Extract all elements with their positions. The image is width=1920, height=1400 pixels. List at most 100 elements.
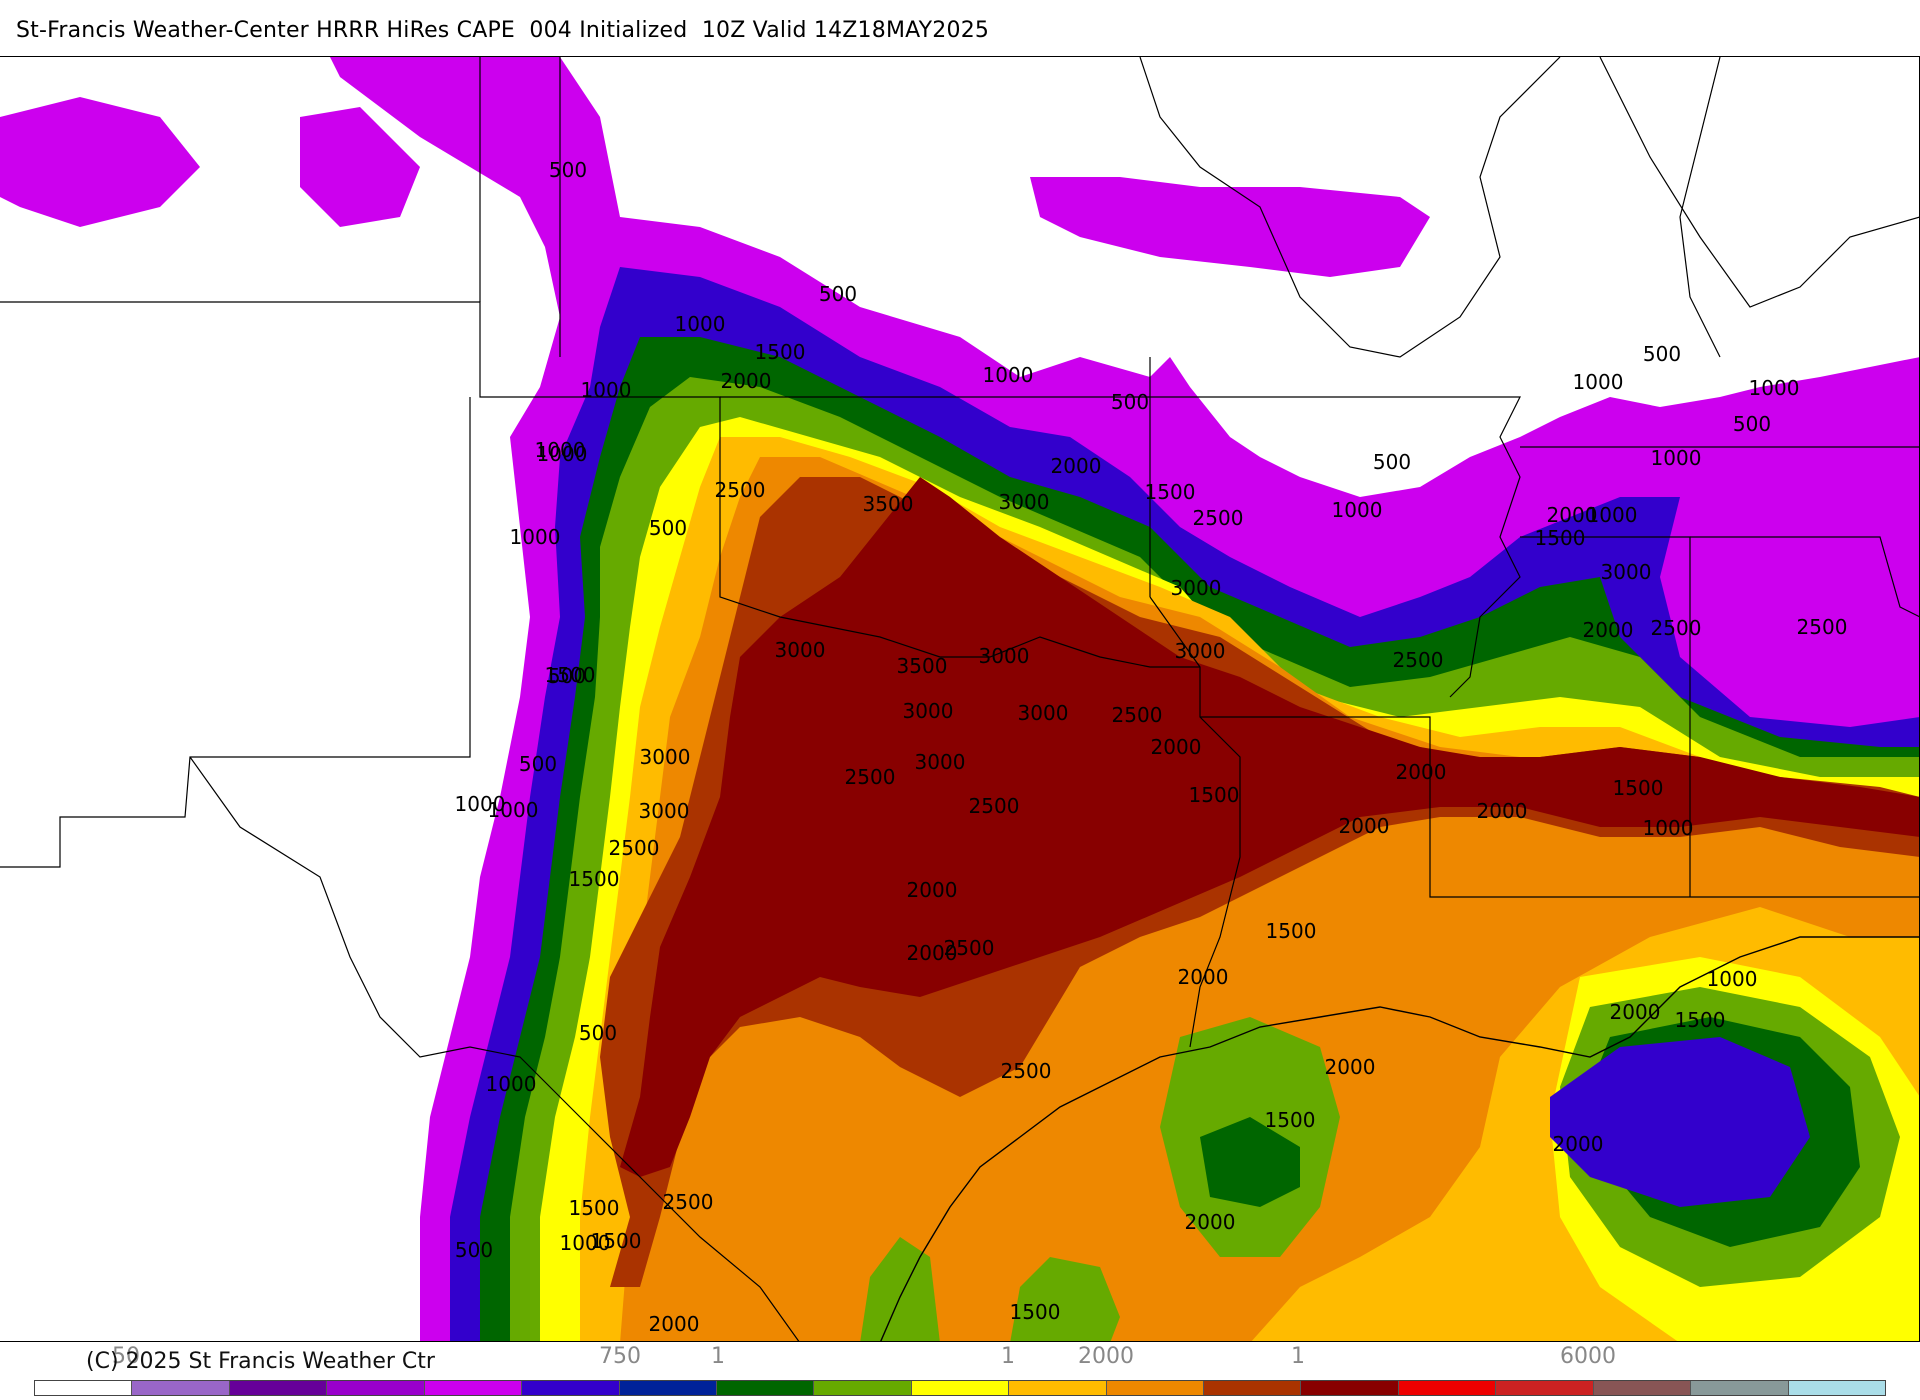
colorbar-swatch	[424, 1381, 523, 1395]
contour-label: 2500	[845, 765, 896, 789]
contour-label: 500	[1111, 390, 1149, 414]
contour-label: 3000	[1601, 560, 1652, 584]
contour-label: 1000	[1587, 503, 1638, 527]
colorbar-tick: 750	[599, 1344, 641, 1369]
contour-label: 1500	[1189, 783, 1240, 807]
colorbar-swatch	[1788, 1381, 1886, 1395]
contour-label: 2000	[1583, 618, 1634, 642]
cape-shading	[0, 57, 1919, 1341]
colorbar-tick: 6000	[1560, 1344, 1616, 1369]
contour-label: 2000	[1547, 503, 1598, 527]
contour-label: 3000	[915, 750, 966, 774]
contour-label: 1000	[535, 438, 586, 462]
colorbar-swatch	[619, 1381, 717, 1395]
contour-label: 1500	[1010, 1300, 1061, 1324]
colorbar-tick: 1	[711, 1344, 725, 1369]
contour-label: 1000	[983, 363, 1034, 387]
colorbar-tick-labels: 50 750 1 1 2000 1 6000	[34, 1344, 1886, 1374]
contour-label: 2500	[1393, 648, 1444, 672]
colorbar-swatch	[1691, 1381, 1789, 1395]
colorbar-swatch	[1204, 1381, 1302, 1395]
colorbar-swatch	[132, 1381, 230, 1395]
contour-label: 3000	[1171, 576, 1222, 600]
contour-label: 2000	[1151, 735, 1202, 759]
contour-label: 1500	[569, 867, 620, 891]
contour-label: 1000	[675, 312, 726, 336]
colorbar-swatch	[1593, 1381, 1692, 1395]
contour-label: 1500	[569, 1196, 620, 1220]
contour-label: 1500	[1613, 776, 1664, 800]
contour-label: 1000	[1749, 376, 1800, 400]
colorbar-swatch	[911, 1381, 1010, 1395]
contour-label: 2000	[1178, 965, 1229, 989]
colorbar-swatch	[522, 1381, 620, 1395]
cape-band-purple-midn	[1030, 177, 1430, 277]
colorbar-tick: 1	[1001, 1344, 1015, 1369]
contour-label: 1000	[510, 525, 561, 549]
cape-map-canvas: 5005001000100015002000250010005001000100…	[0, 57, 1919, 1341]
contour-label: 1500	[1675, 1008, 1726, 1032]
contour-label: 3000	[1018, 701, 1069, 725]
contour-label: 2500	[969, 794, 1020, 818]
contour-label: 1500	[1145, 480, 1196, 504]
contour-label: 1000	[486, 1072, 537, 1096]
contour-label: 1500	[591, 1229, 642, 1253]
contour-label: 2500	[609, 836, 660, 860]
colorbar-tick: 50	[112, 1344, 140, 1369]
contour-label: 3000	[639, 799, 690, 823]
colorbar-swatch	[229, 1381, 328, 1395]
contour-label: 2500	[1651, 616, 1702, 640]
contour-label: 1000	[581, 378, 632, 402]
contour-label: 500	[519, 752, 557, 776]
colorbar-swatch	[1106, 1381, 1205, 1395]
colorbar-swatch	[814, 1381, 912, 1395]
cape-band-maroon	[620, 477, 1919, 1177]
cape-band-purple-nw2	[300, 107, 420, 227]
contour-label: 2500	[1112, 703, 1163, 727]
contour-label: 500	[579, 1021, 617, 1045]
contour-label: 2000	[1477, 799, 1528, 823]
cape-band-gulf-dkgreen	[1200, 1117, 1300, 1207]
cape-band-purple-ne	[1680, 477, 1919, 707]
contour-label: 3000	[999, 490, 1050, 514]
contour-label: 3000	[1175, 639, 1226, 663]
contour-label: 2500	[663, 1190, 714, 1214]
cape-band-south-green	[1010, 1257, 1120, 1341]
contour-label: 1500	[755, 340, 806, 364]
contour-label: 500	[1373, 450, 1411, 474]
contour-label: 1000	[1573, 370, 1624, 394]
contour-label: 1500	[1266, 919, 1317, 943]
state-boundaries	[0, 57, 1919, 1341]
cape-band-purple-nw	[0, 97, 200, 227]
contour-label: 500	[549, 158, 587, 182]
colorbar-swatch	[1398, 1381, 1497, 1395]
contour-label: 1000	[455, 792, 506, 816]
contour-label: 1500	[545, 663, 596, 687]
contour-label: 1500	[1535, 526, 1586, 550]
cape-band-se-navy	[1550, 1037, 1810, 1207]
contour-label: 1000	[1707, 967, 1758, 991]
contour-labels: 5005001000100015002000250010005001000100…	[455, 158, 1848, 1336]
contour-label: 500	[455, 1238, 493, 1262]
contour-label: 2000	[1610, 1000, 1661, 1024]
contour-label: 1000	[560, 1231, 611, 1255]
map-title: St-Francis Weather-Center HRRR HiRes CAP…	[16, 18, 990, 43]
contour-label: 2000	[907, 941, 958, 965]
contour-label: 2500	[1001, 1059, 1052, 1083]
colorbar-swatch	[1301, 1381, 1399, 1395]
contour-label: 1000	[1643, 816, 1694, 840]
contour-label: 2000	[1051, 454, 1102, 478]
contour-label: 500	[548, 664, 586, 688]
contour-label: 2000	[1396, 760, 1447, 784]
cape-band-south-green2	[860, 1237, 940, 1341]
contour-label: 2500	[1193, 506, 1244, 530]
contour-label: 2500	[715, 478, 766, 502]
contour-label: 3000	[903, 699, 954, 723]
contour-label: 2000	[907, 878, 958, 902]
colorbar-swatch	[716, 1381, 815, 1395]
contour-label: 500	[1733, 412, 1771, 436]
contour-label: 1000	[1332, 498, 1383, 522]
colorbar	[34, 1380, 1886, 1396]
contour-label: 1000	[537, 442, 588, 466]
contour-label: 2500	[944, 936, 995, 960]
